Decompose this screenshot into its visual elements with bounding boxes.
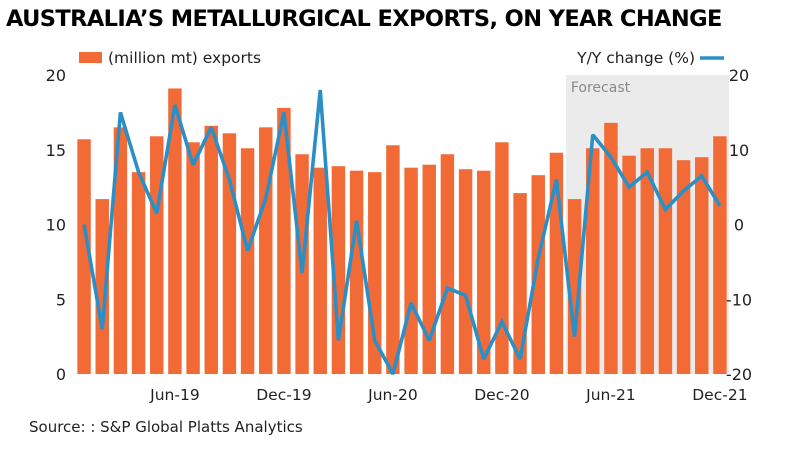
bar-Jan-19: [77, 139, 91, 374]
bar-Jun-21: [604, 122, 618, 374]
bar-Feb-21: [531, 175, 545, 374]
right-axis-tick-label: -20: [726, 365, 752, 384]
bar-Aug-19: [204, 125, 218, 374]
bar-Mar-19: [113, 127, 128, 374]
yoy-change-line: [82, 89, 722, 375]
bar-Jun-19: [168, 88, 182, 374]
x-axis-tick-label: Dec-21: [692, 386, 747, 404]
bar-Apr-20: [349, 170, 364, 374]
bar-Dec-20: [495, 142, 509, 374]
x-axis-tick-label: Dec-19: [256, 386, 311, 404]
x-axis-tick-label: Jun-19: [149, 386, 200, 404]
right-axis-tick-label: 0: [734, 216, 744, 235]
right-axis-tick-label: -10: [726, 290, 752, 309]
bar-Jul-20: [404, 167, 418, 374]
bar-Dec-19: [277, 107, 291, 374]
forecast-label: Forecast: [571, 80, 631, 96]
legend-exports-label: (million mt) exports: [108, 49, 261, 67]
bar-Apr-21: [567, 199, 582, 374]
bar-Oct-19: [240, 148, 255, 374]
bar-Jul-19: [186, 142, 200, 374]
left-axis-tick-label: 5: [56, 290, 66, 309]
bar-Feb-20: [313, 167, 327, 374]
bar-Jul-21: [622, 155, 636, 374]
left-axis-tick-label: 15: [46, 141, 66, 160]
x-axis-tick-label: Dec-20: [474, 386, 529, 404]
legend-yoy-label: Y/Y change (%): [576, 49, 695, 67]
bar-Oct-21: [676, 160, 691, 374]
left-axis-tick-label: 10: [46, 216, 66, 235]
bar-Jan-21: [513, 193, 527, 374]
legend-exports-swatch: [79, 52, 102, 63]
bar-Sep-21: [658, 148, 673, 374]
bar-Jun-20: [386, 145, 400, 374]
x-axis-tick-label: Jun-21: [585, 386, 636, 404]
left-axis-tick-label: 0: [56, 365, 66, 384]
bar-May-19: [150, 136, 164, 374]
left-axis-tick-label: 20: [46, 66, 66, 85]
bar-Dec-21: [713, 136, 727, 374]
bar-Nov-21: [695, 157, 709, 374]
bar-Apr-19: [131, 172, 146, 374]
right-axis-tick-label: 10: [729, 141, 749, 160]
bar-Nov-19: [259, 127, 273, 374]
bar-Feb-19: [95, 199, 109, 374]
bar-Aug-21: [640, 148, 654, 374]
bar-Sep-20: [440, 154, 455, 374]
bar-Aug-20: [422, 164, 436, 374]
bar-May-21: [586, 148, 600, 374]
x-axis-tick-label: Jun-20: [367, 386, 418, 404]
bar-Nov-20: [477, 170, 491, 374]
right-axis-tick-label: 20: [729, 66, 749, 85]
chart-title: AUSTRALIA’S METALLURGICAL EXPORTS, ON YE…: [6, 6, 722, 32]
source-note: Source: : S&P Global Platts Analytics: [29, 418, 303, 436]
bar-Oct-20: [458, 169, 473, 374]
